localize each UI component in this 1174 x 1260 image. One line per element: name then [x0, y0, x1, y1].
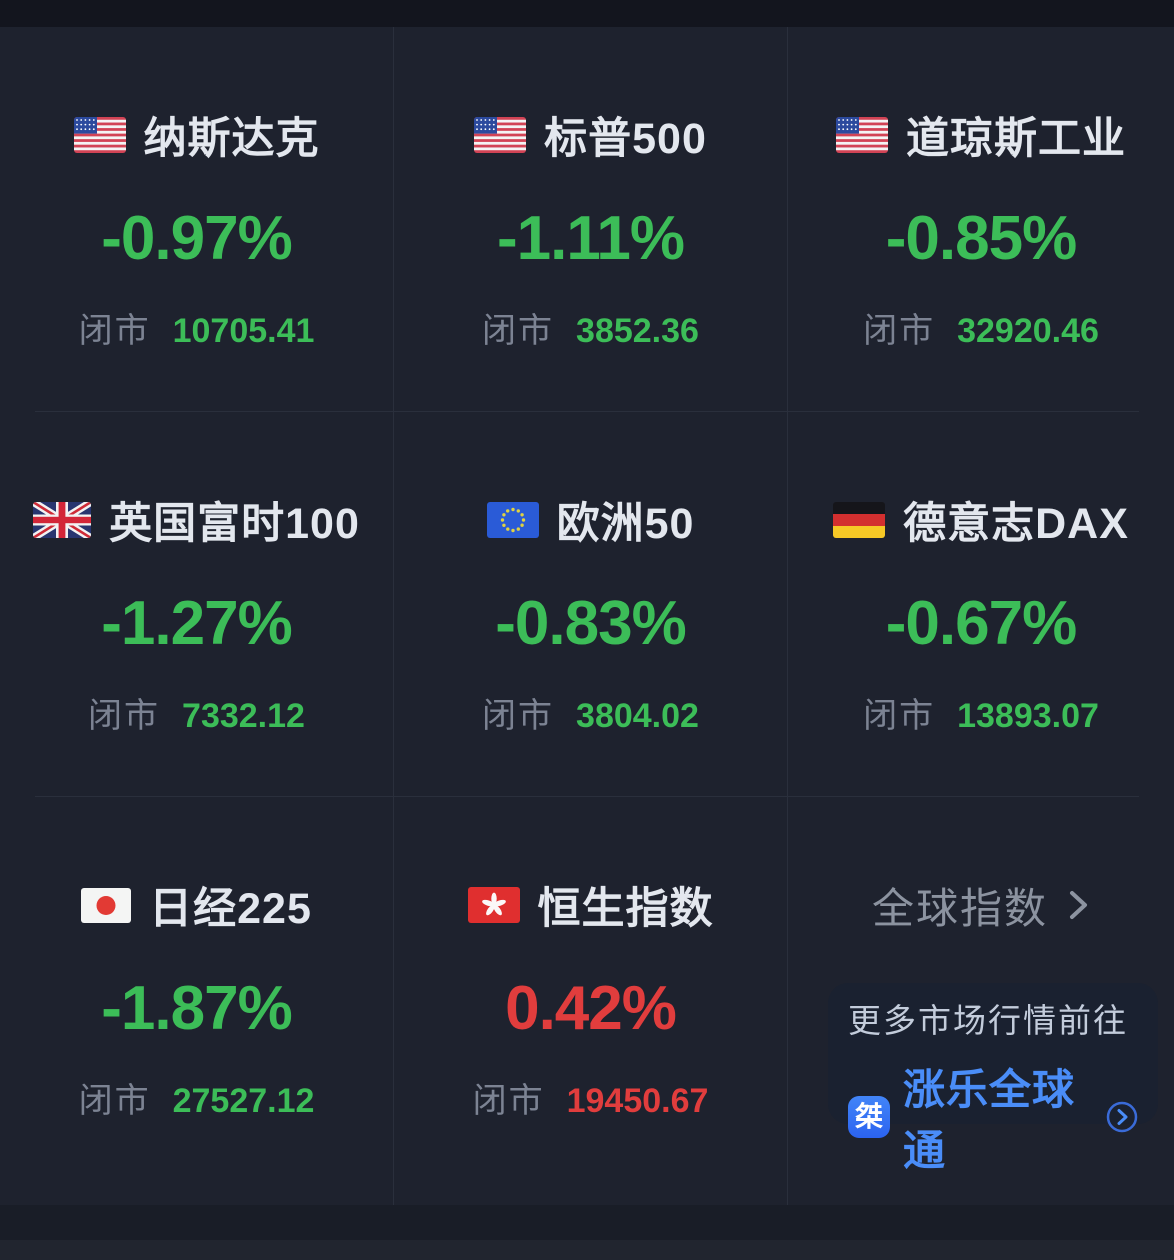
close-value: 10705.41	[172, 312, 315, 350]
index-name: 标普500	[544, 115, 707, 163]
market-status-label: 闭市	[863, 312, 936, 350]
market-status-label: 闭市	[482, 312, 555, 350]
index-change-percent: -0.97%	[101, 204, 292, 273]
index-card[interactable]: 英国富时100 -1.27% 闭市 7332.12	[0, 412, 394, 797]
index-name: 纳斯达克	[143, 115, 320, 163]
usa-flag-icon	[73, 117, 126, 153]
close-value: 13893.07	[957, 697, 1099, 735]
circle-chevron-icon[interactable]	[1106, 1101, 1138, 1133]
close-value: 3804.02	[576, 697, 699, 735]
usa-flag-icon	[836, 117, 888, 153]
germany-flag-icon	[833, 502, 886, 538]
market-status-label: 闭市	[482, 697, 555, 735]
index-name: 日经225	[149, 885, 312, 933]
global-indices-label: 全球指数	[871, 884, 1048, 932]
market-status-label: 闭市	[78, 1082, 151, 1120]
close-value: 7332.12	[182, 697, 305, 735]
index-name: 英国富时100	[109, 500, 360, 548]
uk-flag-icon	[33, 502, 92, 538]
eu-flag-icon	[486, 502, 539, 538]
index-name: 德意志DAX	[903, 500, 1129, 548]
close-value: 27527.12	[172, 1082, 315, 1120]
more-markets-card: 全球指数 更多市场行情前往 桀 涨乐全球通	[788, 797, 1174, 1205]
japan-flag-icon	[81, 887, 132, 923]
index-name: 欧洲50	[556, 500, 695, 548]
index-name: 道琼斯工业	[906, 115, 1126, 163]
chevron-right-icon	[1070, 891, 1087, 919]
hongkong-flag-icon	[467, 887, 520, 923]
index-card[interactable]: 标普500 -1.11% 闭市 3852.36	[394, 27, 788, 412]
index-change-percent: -0.83%	[495, 589, 686, 658]
market-status-label: 闭市	[88, 697, 161, 735]
global-indices-grid: 纳斯达克 -0.97% 闭市 10705.41 标普500 -1.11% 闭市 …	[0, 27, 1174, 1205]
index-card[interactable]: 欧洲50 -0.83% 闭市 3804.02	[394, 412, 788, 797]
index-change-percent: 0.42%	[505, 974, 677, 1043]
index-card[interactable]: 纳斯达克 -0.97% 闭市 10705.41	[0, 27, 394, 412]
market-status-label: 闭市	[78, 312, 151, 350]
bottom-dark-band	[0, 1205, 1174, 1240]
index-card[interactable]: 道琼斯工业 -0.85% 闭市 32920.46	[788, 27, 1174, 412]
index-change-percent: -1.11%	[496, 204, 685, 273]
usa-flag-icon	[474, 117, 527, 153]
index-name: 恒生指数	[537, 885, 714, 933]
index-change-percent: -0.85%	[885, 204, 1077, 273]
index-change-percent: -1.27%	[101, 589, 292, 658]
close-value: 32920.46	[957, 312, 1099, 350]
zhangle-app-name: 涨乐全球通	[903, 1066, 1076, 1174]
top-black-strip	[0, 0, 1174, 27]
index-change-percent: -0.67%	[885, 589, 1077, 658]
global-indices-link[interactable]: 全球指数	[872, 883, 1090, 932]
close-value: 3852.36	[576, 312, 699, 350]
promo-text: 更多市场行情前往	[848, 1002, 1128, 1039]
index-change-percent: -1.87%	[101, 974, 292, 1043]
market-status-label: 闭市	[863, 697, 936, 735]
market-status-label: 闭市	[472, 1082, 545, 1120]
zhangle-promo-card[interactable]: 更多市场行情前往 桀 涨乐全球通	[828, 983, 1158, 1174]
close-value: 19450.67	[566, 1082, 709, 1120]
index-card[interactable]: 恒生指数 0.42% 闭市 19450.67	[394, 797, 788, 1205]
bottom-light-band	[0, 1240, 1174, 1260]
index-card[interactable]: 日经225 -1.87% 闭市 27527.12	[0, 797, 394, 1205]
index-card[interactable]: 德意志DAX -0.67% 闭市 13893.07	[788, 412, 1174, 797]
zhangle-app-icon: 桀	[848, 1096, 890, 1138]
